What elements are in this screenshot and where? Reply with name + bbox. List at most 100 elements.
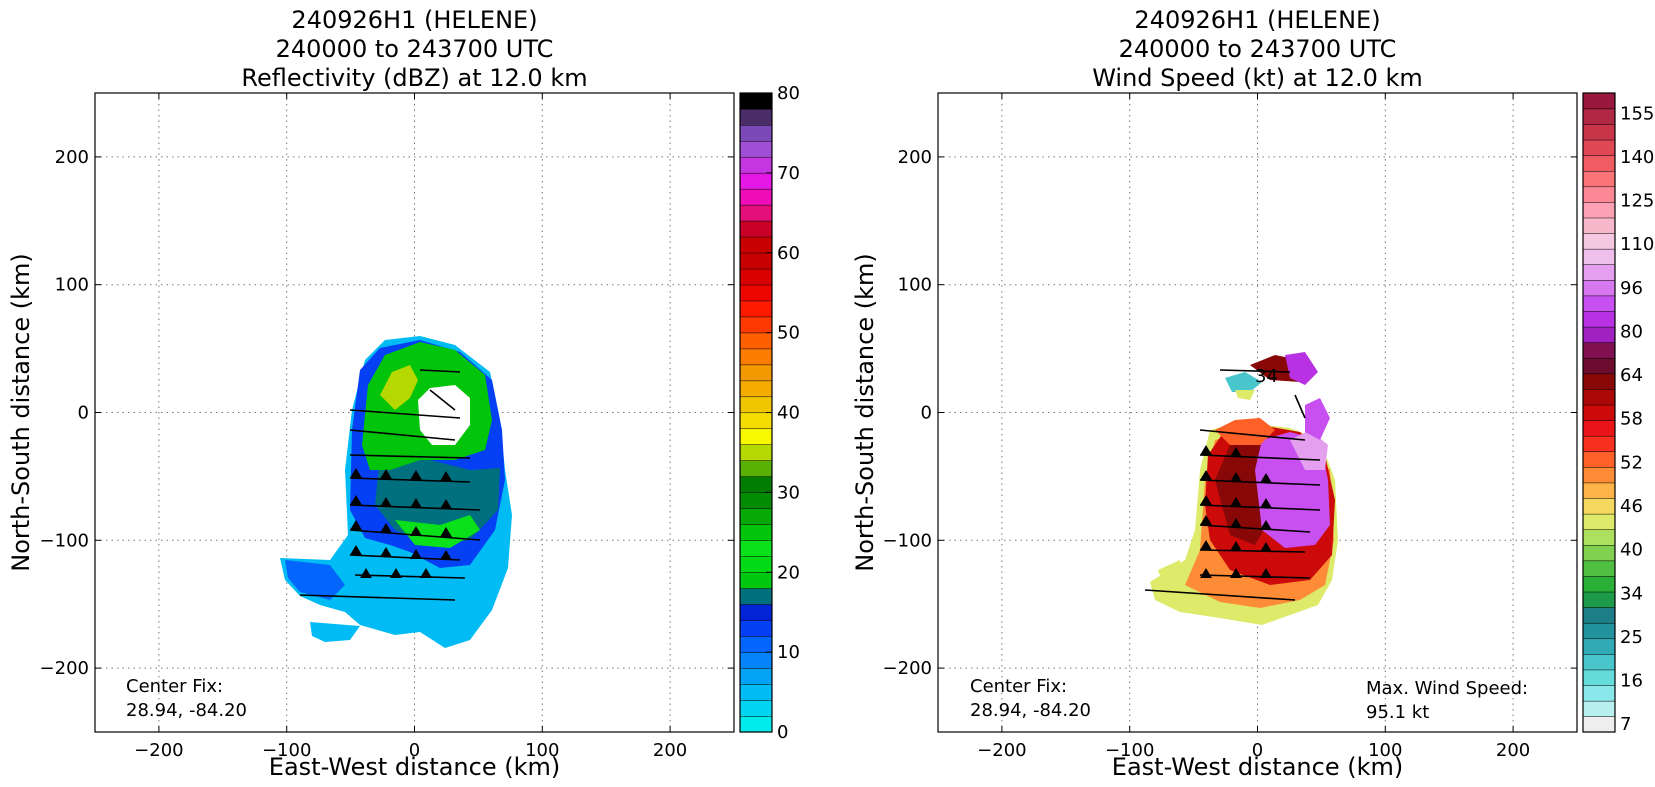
wind-barbs [1144, 369, 1321, 601]
colorbar-segment [1582, 279, 1616, 297]
colorbar-segment [739, 332, 773, 350]
colorbar-tick-label: 40 [777, 403, 800, 424]
colorbar-tick-label: 10 [777, 642, 800, 663]
colorbar-segment [1582, 155, 1616, 172]
colorbar-tick-label: 58 [1620, 409, 1643, 430]
x-axis-label: East-West distance (km) [269, 753, 560, 781]
colorbar-segment [739, 300, 773, 318]
colorbar-segment [1582, 420, 1616, 437]
center-fix-value: 28.94, -84.20 [970, 700, 1091, 721]
colorbar-segment [1582, 233, 1616, 250]
colorbar-segment [1582, 529, 1616, 546]
y-tick-label: −100 [40, 530, 89, 551]
colorbar-tick-label: 64 [1620, 365, 1643, 386]
y-tick-label: −200 [883, 658, 932, 679]
colorbar-tick-label: 70 [777, 163, 800, 184]
chart-title-line-3: Reflectivity (dBZ) at 12.0 km [241, 64, 587, 92]
x-tick-label: −100 [1105, 740, 1154, 761]
colorbar-segment [739, 92, 773, 110]
y-tick-label: 200 [55, 147, 89, 168]
colorbar-segment [1582, 591, 1616, 608]
y-tick-label: 0 [78, 403, 89, 424]
colorbar-segment [739, 204, 773, 222]
colorbar-segment [1582, 170, 1616, 188]
center-fix-value: 28.94, -84.20 [126, 700, 247, 721]
colorbar-tick-label: 52 [1620, 452, 1643, 473]
colorbar-segment [1582, 217, 1616, 234]
y-tick-label: 100 [55, 275, 89, 296]
colorbar-segment [739, 380, 773, 398]
colorbar-segment [739, 284, 773, 302]
colorbar-segment [1582, 295, 1616, 312]
colorbar-tick-label: 80 [777, 83, 800, 104]
colorbar-segment [1582, 607, 1616, 624]
colorbar-tick-label: 40 [1620, 540, 1643, 561]
reflectivity-eye [418, 385, 470, 445]
colorbar-segment [1582, 669, 1616, 686]
colorbar-segment [1582, 248, 1616, 265]
x-tick-label: 0 [1252, 740, 1263, 761]
reflectivity-blob-yellow [380, 365, 418, 410]
colorbar-segment [739, 444, 773, 461]
colorbar-segment [739, 268, 773, 286]
colorbar-segment [739, 188, 773, 206]
colorbar-segment [739, 651, 773, 669]
colorbar-segment [1582, 638, 1616, 655]
x-axis-label: East-West distance (km) [1112, 753, 1403, 781]
colorbar-segment [1582, 435, 1616, 453]
wind-blob-north [1225, 352, 1318, 400]
colorbar-tick-label: 34 [1620, 583, 1643, 604]
colorbar-segment [739, 699, 773, 717]
colorbar-segment [1582, 373, 1616, 390]
colorbar-segment [739, 715, 773, 733]
chart-title-line-1: 240926H1 (HELENE) [1134, 6, 1380, 34]
max-wind-label: Max. Wind Speed: [1366, 678, 1528, 699]
colorbar-segment [739, 156, 773, 174]
colorbar-segment [739, 348, 773, 366]
colorbar-segment [1582, 404, 1616, 421]
center-fix-label: Center Fix: [126, 676, 223, 697]
colorbar-segment [1582, 123, 1616, 141]
y-tick-label: 0 [921, 403, 932, 424]
x-axis: −200 −100 0 100 200 [977, 93, 1530, 761]
x-tick-label: 100 [525, 740, 559, 761]
colorbar-tick-label: 46 [1620, 496, 1643, 517]
x-axis: −200 −100 0 100 200 [134, 93, 687, 761]
x-tick-label: 100 [1368, 740, 1402, 761]
x-tick-label: 200 [653, 740, 687, 761]
colorbar-segment [1582, 139, 1616, 156]
chart-title-line-2: 240000 to 243700 UTC [276, 35, 554, 63]
colorbar-tick-label: 7 [1620, 714, 1631, 735]
colorbar-segment [1582, 108, 1616, 125]
x-tick-label: −200 [134, 740, 183, 761]
colorbar-segment [1582, 201, 1616, 219]
colorbar-segment [739, 460, 773, 477]
colorbar-tick-label: 25 [1620, 627, 1643, 648]
x-tick-label: 200 [1496, 740, 1530, 761]
colorbar-segment [1582, 466, 1616, 484]
center-fix-label: Center Fix: [970, 676, 1067, 697]
grid-lines [938, 93, 1577, 732]
colorbar-tick-label: 96 [1620, 278, 1643, 299]
colorbar-segment [739, 556, 773, 573]
colorbar-segment [739, 124, 773, 142]
y-tick-label: −200 [40, 658, 89, 679]
y-axis-label: North-South distance (km) [7, 253, 35, 572]
colorbar-segment [739, 540, 773, 557]
x-tick-label: −200 [977, 740, 1026, 761]
y-tick-label: −100 [883, 530, 932, 551]
colorbar: 7 16 25 34 40 46 52 58 64 80 96 110 125 140 155 [1582, 92, 1654, 735]
colorbar-segment [739, 683, 773, 701]
max-wind-value: 95.1 kt [1366, 702, 1429, 723]
colorbar-segment [739, 524, 773, 541]
colorbar-tick-label: 16 [1620, 671, 1643, 692]
colorbar-tick-label: 20 [777, 562, 800, 583]
colorbar-segment [1582, 264, 1616, 281]
colorbar-segment [1582, 186, 1616, 203]
colorbar-segment [1582, 342, 1616, 359]
y-axis: −200 −100 0 100 200 [883, 147, 1577, 679]
colorbar-tick-label: 60 [777, 243, 800, 264]
colorbar-segment [1582, 451, 1616, 468]
colorbar-segment [1582, 684, 1616, 702]
colorbar-segment [739, 603, 773, 621]
